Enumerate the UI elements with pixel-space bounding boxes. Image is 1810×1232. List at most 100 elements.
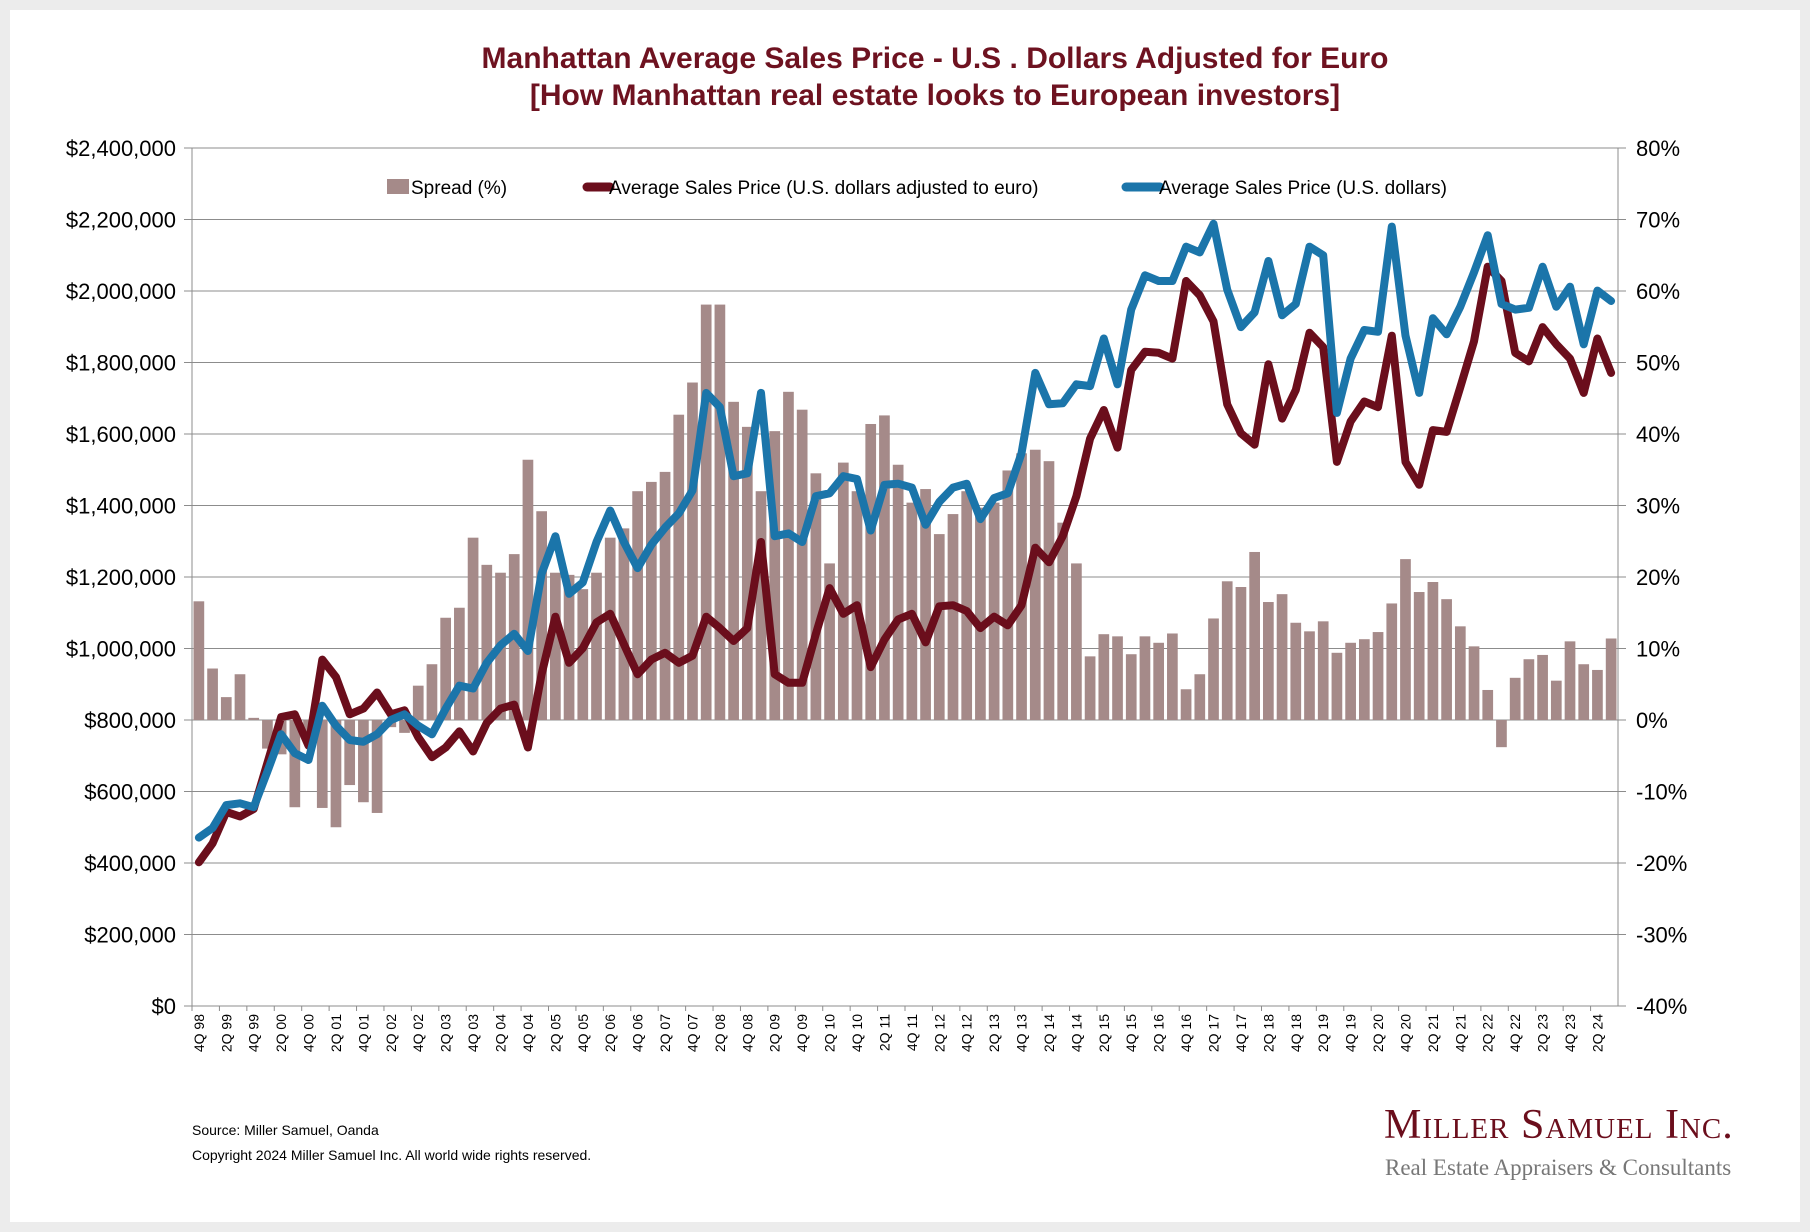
right-axis-tick-label: 10% — [1636, 637, 1680, 662]
right-axis-tick-label: -10% — [1636, 780, 1687, 805]
spread-bar — [1482, 689, 1494, 720]
x-axis-tick-label: 2Q 07 — [657, 1014, 673, 1052]
left-axis-tick-label: $2,200,000 — [66, 208, 176, 233]
spread-bar — [316, 720, 328, 808]
spread-bar — [577, 589, 589, 720]
spread-bar — [1427, 582, 1439, 720]
x-axis-tick-label: 2Q 08 — [712, 1014, 728, 1052]
spread-bar — [371, 720, 383, 813]
spread-bar — [1057, 522, 1069, 720]
right-axis-tick-label: 30% — [1636, 494, 1680, 519]
logo-name: Miller Samuel Inc. — [1384, 1102, 1734, 1148]
spread-bar — [220, 697, 232, 720]
spread-bar — [1550, 680, 1562, 720]
spread-bar — [1304, 631, 1315, 720]
spread-bar — [1509, 677, 1521, 720]
spread-bar — [1331, 652, 1343, 720]
copyright-note: Copyright 2024 Miller Samuel Inc. All wo… — [192, 1147, 591, 1163]
x-axis-tick-label: 4Q 12 — [959, 1014, 975, 1052]
x-axis-tick-label: 4Q 14 — [1068, 1014, 1084, 1052]
spread-bar — [440, 617, 452, 720]
x-axis-tick-label: 4Q 11 — [904, 1014, 920, 1051]
spread-bar — [1290, 622, 1302, 720]
spread-bar — [632, 491, 643, 720]
left-axis-tick-label: $1,000,000 — [66, 637, 176, 662]
spread-bar — [700, 304, 712, 720]
spread-bar — [1098, 634, 1110, 720]
left-axis-tick-label: $2,000,000 — [66, 279, 176, 304]
spread-bar — [1372, 632, 1384, 720]
x-axis-tick-label: 4Q 16 — [1178, 1014, 1194, 1052]
spread-bar — [1194, 674, 1206, 720]
x-axis-tick-label: 4Q 22 — [1507, 1014, 1523, 1052]
legend-label-euro-price: Average Sales Price (U.S. dollars adjust… — [609, 178, 1038, 199]
spread-bar — [1112, 636, 1123, 720]
right-axis-tick-label: 60% — [1636, 279, 1680, 304]
spread-bar — [522, 459, 534, 720]
price-lines — [194, 219, 1616, 867]
spread-bar — [879, 415, 890, 720]
x-axis-tick-label: 4Q 07 — [684, 1014, 700, 1052]
spread-bar — [783, 391, 794, 720]
x-axis-tick-label: 2Q 21 — [1425, 1014, 1441, 1052]
left-axis-tick-label: $0 — [152, 994, 176, 1019]
left-axis-tick-label: $800,000 — [84, 708, 176, 733]
spread-bar — [207, 668, 218, 720]
spread-bar — [714, 304, 726, 720]
x-axis-tick-label: 2Q 14 — [1041, 1014, 1057, 1052]
left-axis-tick-label: $1,800,000 — [66, 351, 176, 376]
x-axis-tick-label: 4Q 04 — [520, 1014, 536, 1052]
spread-bar — [1235, 587, 1247, 720]
x-axis-tick-label: 4Q 09 — [794, 1014, 810, 1052]
x-axis-tick-label: 2Q 03 — [438, 1014, 454, 1052]
x-axis-tick-label: 2Q 18 — [1260, 1014, 1276, 1052]
spread-bar — [1071, 563, 1082, 720]
right-axis-tick-label: 50% — [1636, 351, 1680, 376]
x-axis-tick-label: 2Q 24 — [1589, 1014, 1605, 1052]
spread-bar — [591, 572, 602, 720]
x-axis-tick-label: 4Q 13 — [1014, 1014, 1030, 1052]
right-axis-ticks: -40% -30% -20% -10% 0% 10% 20% 30% 40% 50% 60% 70% 8… — [1636, 136, 1687, 1019]
spread-bar — [262, 720, 273, 749]
spread-bar — [769, 431, 781, 720]
spread-bar — [1167, 633, 1178, 720]
spread-bar — [1043, 461, 1055, 720]
spread-bar — [728, 401, 739, 720]
spread-bar — [1276, 594, 1288, 720]
spread-bar — [1441, 599, 1452, 720]
spread-bar — [1249, 551, 1260, 720]
legend-label-usd-price: Average Sales Price (U.S. dollars) — [1159, 178, 1447, 199]
spread-bar — [618, 528, 630, 720]
spread-bar — [1029, 449, 1041, 720]
spread-bar — [1413, 592, 1425, 720]
spread-bar — [1084, 656, 1096, 720]
spread-bar — [1208, 618, 1219, 720]
x-axis-tick-label: 2Q 17 — [1206, 1014, 1222, 1052]
spread-bar — [687, 382, 698, 720]
spread-bar — [988, 502, 1000, 720]
x-axis-tick-label: 2Q 01 — [328, 1014, 344, 1052]
spread-bar — [604, 537, 616, 720]
spread-bar — [865, 423, 877, 720]
x-axis-tick-label: 4Q 17 — [1233, 1014, 1249, 1052]
right-axis-tick-label: 20% — [1636, 565, 1680, 590]
spread-bar — [426, 664, 438, 720]
spread-bar — [645, 481, 657, 720]
usd-price-line — [194, 219, 1616, 842]
spread-bar — [892, 464, 904, 720]
spread-bar — [837, 462, 849, 720]
chart-title-line-1: Manhattan Average Sales Price - U.S . Do… — [482, 42, 1389, 75]
legend: Spread (%) Average Sales Price (U.S. dol… — [387, 178, 1447, 199]
x-axis-tick-label: 4Q 18 — [1288, 1014, 1304, 1052]
left-axis-tick-label: $1,400,000 — [66, 494, 176, 519]
legend-label-spread: Spread (%) — [411, 178, 507, 199]
right-axis-tick-label: -40% — [1636, 994, 1687, 1019]
right-axis-tick-label: -20% — [1636, 851, 1687, 876]
x-axis-tick-label: 2Q 15 — [1096, 1014, 1112, 1052]
spread-bar — [536, 511, 547, 720]
left-axis-tick-label: $600,000 — [84, 780, 176, 805]
spread-bar — [920, 489, 931, 720]
x-axis-tick-label: 2Q 05 — [547, 1014, 563, 1052]
spread-bar — [467, 537, 479, 720]
